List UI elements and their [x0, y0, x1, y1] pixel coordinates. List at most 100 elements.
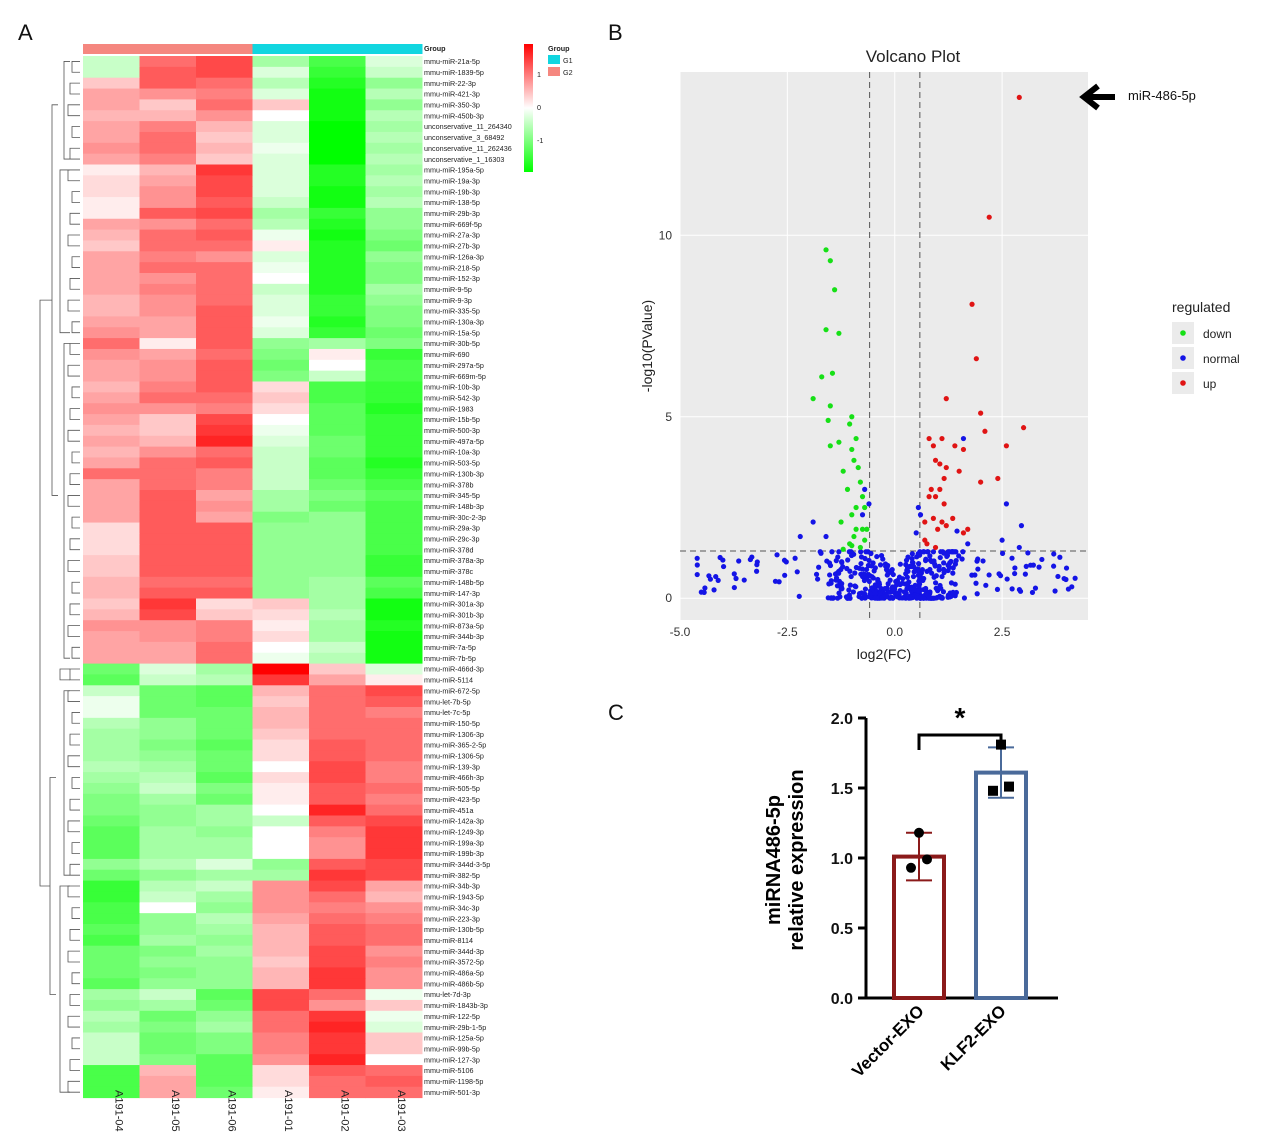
volcano-point-normal	[853, 564, 859, 571]
dendrogram-branch	[71, 646, 80, 659]
volcano-point-normal	[810, 519, 816, 525]
volcano-point-up	[956, 468, 962, 474]
dendrogram-branch	[59, 885, 70, 1093]
dendrogram-branch	[49, 777, 56, 995]
significance-star: *	[955, 702, 966, 733]
volcano-point-normal	[876, 581, 883, 588]
volcano-point-down	[847, 421, 853, 427]
heatmap-cell	[83, 750, 140, 762]
heatmap-cell	[309, 924, 366, 936]
panel-b-label: B	[608, 20, 623, 45]
heatmap-cell	[365, 641, 423, 654]
heatmap-cell	[139, 77, 197, 90]
dendrogram-branch	[67, 495, 80, 507]
volcano-point-normal	[858, 560, 864, 567]
heatmap-cell	[309, 1065, 366, 1077]
heatmap-cell	[196, 967, 253, 979]
heatmap-cell	[83, 934, 140, 947]
heatmap-cell	[252, 522, 310, 534]
heatmap-cell	[365, 164, 423, 176]
heatmap-cell	[196, 273, 253, 285]
heatmap-cell	[196, 305, 253, 317]
heatmap-cell	[365, 750, 423, 762]
heatmap-cell	[83, 999, 140, 1012]
heatmap-cell	[252, 934, 310, 947]
heatmap-cell	[139, 750, 197, 762]
heatmap-cell	[196, 902, 253, 914]
volcano-point-normal	[848, 552, 855, 559]
volcano-point-normal	[874, 553, 880, 560]
heatmap-cell	[83, 631, 140, 643]
heatmap-cell	[139, 446, 197, 458]
heatmap-cell	[83, 696, 140, 708]
heatmap-cell	[139, 945, 197, 958]
gene-label: mmu-miR-301b-3p	[424, 610, 484, 619]
gene-label: mmu-miR-147-3p	[424, 589, 480, 598]
heatmap-cell	[309, 631, 366, 643]
heatmap-cell	[139, 978, 197, 990]
group-legend-g1-swatch	[548, 55, 560, 64]
heatmap-cell	[83, 1032, 140, 1044]
volcano-point-down	[853, 526, 859, 532]
replicate-dot	[906, 862, 916, 873]
volcano-point-normal	[850, 589, 856, 595]
heatmap-cell	[139, 902, 197, 914]
heatmap-cell	[196, 359, 253, 372]
heatmap-cell	[309, 598, 366, 610]
heatmap-cell	[365, 978, 423, 990]
heatmap-cell	[139, 316, 197, 328]
volcano-point-normal	[833, 575, 840, 581]
heatmap-cell	[196, 316, 253, 328]
heatmap-cell	[309, 533, 366, 545]
heatmap-cell	[139, 815, 197, 827]
heatmap-cell	[252, 424, 310, 437]
heatmap-cell	[196, 609, 253, 621]
heatmap-cell	[83, 392, 140, 404]
gene-label: mmu-miR-130b-3p	[424, 469, 484, 478]
heatmap-cell	[139, 153, 197, 165]
heatmap-cell	[252, 891, 310, 903]
heatmap-cell	[196, 175, 253, 187]
annotation-label: miR-486-5p	[1128, 88, 1196, 103]
heatmap-cell	[139, 273, 197, 285]
heatmap-cell	[252, 414, 310, 426]
gene-label: mmu-miR-19b-3p	[424, 187, 480, 196]
dendrogram-branch	[69, 1059, 80, 1071]
heatmap-cell	[139, 837, 197, 849]
volcano-point-normal	[867, 591, 873, 597]
volcano-point-up	[982, 428, 988, 434]
heatmap-cell	[365, 804, 423, 816]
heatmap-cell	[83, 826, 140, 838]
heatmap-cell	[196, 880, 253, 892]
volcano-point-normal	[872, 595, 878, 601]
dendrogram-branch	[71, 581, 80, 594]
gene-label: mmu-miR-451a	[424, 806, 474, 815]
volcano-point-normal	[972, 572, 978, 578]
replicate-dot	[914, 827, 924, 838]
volcano-point-down	[823, 247, 829, 253]
volcano-point-normal	[1051, 563, 1057, 569]
heatmap-cell	[309, 902, 366, 914]
volcano-xtick: 2.5	[994, 625, 1011, 639]
heatmap-cell	[196, 262, 253, 274]
heatmap-cell	[309, 880, 366, 892]
gene-label: mmu-miR-127-3p	[424, 1055, 480, 1064]
volcano-point-normal	[933, 573, 939, 579]
heatmap-cell	[83, 945, 140, 958]
gene-label: mmu-miR-486b-5p	[424, 979, 484, 988]
dendrogram-branch	[67, 429, 80, 442]
volcano-point-normal	[983, 582, 989, 588]
gene-label: mmu-miR-34c-3p	[424, 903, 480, 912]
group-bar-cell	[139, 44, 197, 54]
gene-label: mmu-miR-1198-5p	[424, 1077, 483, 1086]
heatmap-cell	[309, 457, 366, 469]
dendrogram-branch	[67, 560, 80, 572]
heatmap-cell	[196, 435, 253, 448]
heatmap-cell	[365, 837, 423, 849]
heatmap-cell	[196, 490, 253, 502]
heatmap-cell	[309, 674, 366, 686]
heatmap-cell	[139, 468, 197, 480]
volcano-point-normal	[862, 586, 869, 592]
volcano-point-normal	[839, 559, 845, 566]
heatmap-cell	[252, 457, 310, 469]
